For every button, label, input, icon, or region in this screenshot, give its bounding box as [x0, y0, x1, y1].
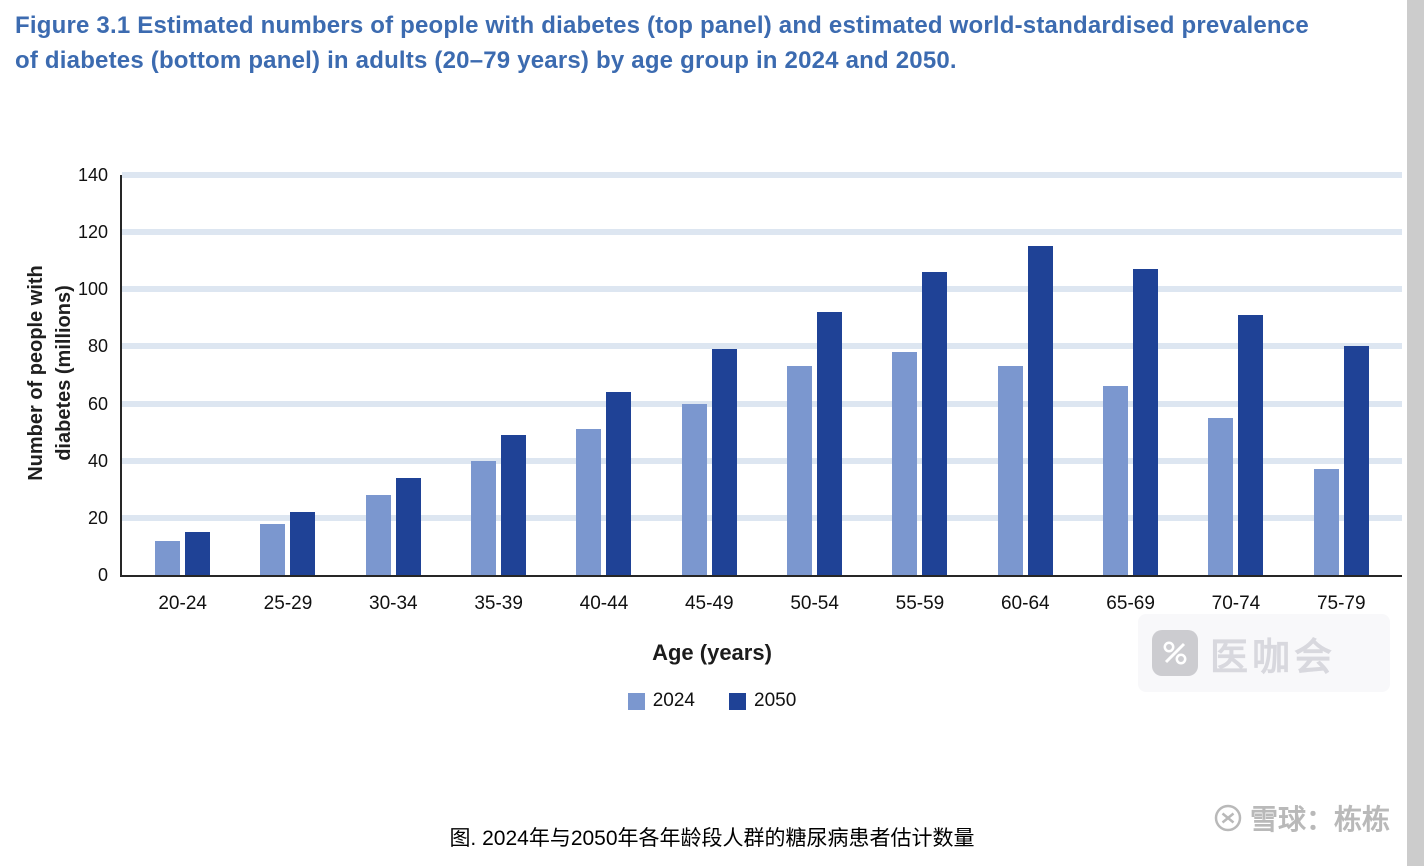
bar-2024-65-69 — [1103, 386, 1129, 575]
bar-group-40-44: 40-44 — [576, 392, 632, 614]
legend-item-2050: 2050 — [729, 690, 796, 712]
figure-title: Figure 3.1 Estimated numbers of people w… — [15, 12, 1309, 74]
bar-2024-25-29 — [260, 523, 286, 575]
x-axis-title: Age (years) — [652, 640, 772, 665]
bar-2024-75-79 — [1313, 469, 1339, 575]
gridline-100 — [122, 286, 1402, 293]
y-axis-title-line-1: Number of people with — [25, 265, 47, 481]
x-axis-tick-55-59: 55-59 — [895, 593, 945, 614]
y-axis-tick-20: 20 — [87, 507, 108, 528]
bar-2050-45-49 — [711, 349, 737, 575]
bar-2024-60-64 — [997, 366, 1023, 575]
y-axis-ticks: 0 20 40 60 80 100 120 140 — [60, 165, 108, 585]
bar-2050-70-74 — [1238, 315, 1264, 575]
legend-label-2024: 2024 — [652, 690, 695, 711]
bar-2050-30-34 — [395, 477, 421, 575]
bar-group-25-29: 25-29 — [260, 512, 316, 614]
bar-2050-20-24 — [185, 532, 211, 575]
y-axis-tick-120: 120 — [77, 222, 108, 243]
gridline-140 — [122, 172, 1402, 178]
y-axis-tick-60: 60 — [87, 393, 108, 414]
yikahui-logo-icon — [1152, 630, 1198, 676]
legend-label-2050: 2050 — [754, 690, 797, 711]
x-axis-tick-20-24: 20-24 — [158, 593, 207, 614]
x-axis-tick-70-74: 70-74 — [1211, 593, 1261, 614]
gridline-20 — [122, 514, 1402, 521]
xueqiu-logo-icon — [1213, 803, 1243, 833]
bar-group-75-79: 75-79 — [1313, 346, 1369, 614]
bar-2050-50-54 — [817, 312, 843, 575]
legend-item-2024: 2024 — [627, 690, 695, 712]
bar-group-70-74: 70-74 — [1208, 315, 1264, 614]
x-axis-tick-75-79: 75-79 — [1316, 593, 1366, 614]
y-axis-tick-80: 80 — [87, 336, 108, 357]
bar-2024-50-54 — [787, 366, 813, 575]
bar-2050-75-79 — [1343, 346, 1369, 575]
y-axis-tick-100: 100 — [77, 279, 108, 300]
xueqiu-watermark-text: 雪球：栋栋 — [1249, 804, 1390, 835]
xueqiu-watermark: 雪球：栋栋 — [1213, 798, 1390, 838]
scrollbar-track[interactable] — [1407, 0, 1424, 866]
bar-2050-25-29 — [290, 512, 316, 575]
bar-group-20-24: 20-24 — [155, 532, 211, 614]
yikahui-watermark: 医咖会 — [1138, 614, 1390, 692]
gridline-40 — [122, 457, 1402, 464]
legend: 2024 2050 — [0, 690, 1424, 712]
bar-group-55-59: 55-59 — [892, 272, 948, 614]
gridlines-layer — [122, 172, 1402, 575]
bar-2050-35-39 — [501, 435, 527, 575]
bar-group-30-34: 30-34 — [365, 477, 421, 614]
bar-2050-55-59 — [922, 272, 948, 575]
y-axis-tick-140: 140 — [77, 165, 108, 185]
yikahui-watermark-text: 医咖会 — [1210, 636, 1337, 679]
figure-caption-cn: 图. 2024年与2050年各年龄段人群的糖尿病患者估计数量 — [449, 827, 975, 850]
x-axis-tick-60-64: 60-64 — [1000, 593, 1050, 614]
bar-2050-40-44 — [606, 392, 632, 575]
gridline-120 — [122, 229, 1402, 236]
bar-2024-35-39 — [471, 460, 497, 575]
bar-group-65-69: 65-69 — [1103, 269, 1159, 614]
bar-2024-70-74 — [1208, 417, 1234, 575]
x-axis-tick-45-49: 45-49 — [684, 593, 734, 614]
bar-2024-55-59 — [892, 352, 918, 575]
bar-2024-40-44 — [576, 429, 602, 575]
bar-group-50-54: 50-54 — [787, 312, 843, 614]
x-axis-tick-40-44: 40-44 — [579, 593, 629, 614]
x-axis-tick-50-54: 50-54 — [790, 593, 839, 614]
bar-group-35-39: 35-39 — [471, 435, 527, 614]
bar-group-45-49: 45-49 — [681, 349, 737, 614]
gridline-60 — [122, 400, 1402, 407]
bar-2024-20-24 — [155, 540, 181, 575]
x-axis-tick-25-29: 25-29 — [263, 593, 313, 614]
bar-2050-65-69 — [1133, 269, 1159, 575]
bar-2024-45-49 — [681, 403, 707, 575]
x-axis-tick-30-34: 30-34 — [369, 593, 418, 614]
legend-swatch-2050 — [729, 692, 746, 710]
gridline-80 — [122, 343, 1402, 350]
bar-2024-30-34 — [365, 495, 391, 575]
x-axis-tick-65-69: 65-69 — [1106, 593, 1155, 614]
legend-swatch-2024 — [627, 692, 645, 710]
bars-layer: 20-24 25-29 30-34 35-39 40-44 45-49 50-54 55-59… — [122, 175, 1402, 614]
bar-2050-60-64 — [1027, 246, 1053, 575]
bar-group-60-64: 60-64 — [997, 246, 1053, 614]
y-axis-tick-0: 0 — [97, 565, 108, 585]
x-axis-tick-35-39: 35-39 — [474, 593, 523, 614]
plot-area: 20-24 25-29 30-34 35-39 40-44 45-49 50-54 55-59… — [120, 172, 1402, 614]
y-axis-tick-40: 40 — [87, 450, 108, 471]
